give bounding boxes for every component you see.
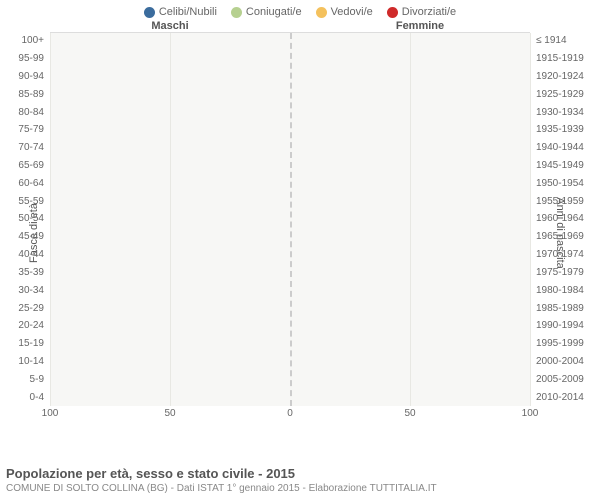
x-tick: 100 [522,408,539,419]
birth-label: ≤ 1914 [532,32,600,50]
birth-label: 1970-1974 [532,246,600,264]
birth-label: 1940-1944 [532,139,600,157]
x-tick: 50 [404,408,415,419]
gender-labels: Maschi Femmine [0,20,600,32]
chart-subtitle: COMUNE DI SOLTO COLLINA (BG) - Dati ISTA… [6,483,594,494]
population-pyramid: Fasce di età Anni di nascita 0-45-910-14… [0,32,600,434]
birth-label: 1925-1929 [532,85,600,103]
age-label: 75-79 [0,121,48,139]
pyramid-row [50,264,530,282]
legend-item: Celibi/Nubili [144,6,217,18]
male-label: Maschi [0,20,290,32]
legend-swatch [144,7,155,18]
bar-rows [50,33,530,406]
birth-label: 1980-1984 [532,281,600,299]
pyramid-row [50,228,530,246]
pyramid-row [50,282,530,300]
birth-label: 2000-2004 [532,353,600,371]
legend-swatch [316,7,327,18]
age-label: 15-19 [0,335,48,353]
age-label: 45-49 [0,228,48,246]
x-axis: 10050050100 [50,406,530,434]
pyramid-row [50,140,530,158]
plot-area [50,32,530,406]
pyramid-row [50,68,530,86]
legend-swatch [387,7,398,18]
pyramid-row [50,175,530,193]
pyramid-row [50,388,530,406]
age-label: 25-29 [0,299,48,317]
gridline [530,33,531,406]
pyramid-row [50,317,530,335]
age-label: 50-54 [0,210,48,228]
pyramid-row [50,193,530,211]
age-label: 10-14 [0,353,48,371]
birth-label: 1965-1969 [532,228,600,246]
pyramid-row [50,122,530,140]
legend: Celibi/Nubili Coniugati/e Vedovi/e Divorzia… [0,0,600,20]
birth-label: 1990-1994 [532,317,600,335]
age-labels: 0-45-910-1415-1920-2425-2930-3435-3940-4… [0,32,48,406]
gridline [50,33,51,406]
age-label: 35-39 [0,264,48,282]
birth-label: 2010-2014 [532,388,600,406]
age-label: 20-24 [0,317,48,335]
chart-title: Popolazione per età, sesso e stato civil… [6,466,594,481]
footer: Popolazione per età, sesso e stato civil… [6,466,594,494]
pyramid-row [50,353,530,371]
age-label: 100+ [0,32,48,50]
birth-label: 1935-1939 [532,121,600,139]
pyramid-row [50,211,530,229]
age-label: 90-94 [0,68,48,86]
pyramid-row [50,246,530,264]
gridline [410,33,411,406]
age-label: 40-44 [0,246,48,264]
pyramid-row [50,86,530,104]
age-label: 30-34 [0,281,48,299]
birth-label: 2005-2009 [532,370,600,388]
pyramid-row [50,33,530,51]
age-label: 5-9 [0,370,48,388]
birth-label: 1960-1964 [532,210,600,228]
age-label: 80-84 [0,103,48,121]
age-label: 70-74 [0,139,48,157]
legend-label: Celibi/Nubili [159,6,217,18]
pyramid-row [50,104,530,122]
birth-label: 1995-1999 [532,335,600,353]
x-tick: 50 [164,408,175,419]
age-label: 55-59 [0,192,48,210]
birth-label: 1985-1989 [532,299,600,317]
birth-label: 1950-1954 [532,174,600,192]
pyramid-row [50,157,530,175]
birth-label: 1930-1934 [532,103,600,121]
birth-label: 1920-1924 [532,68,600,86]
legend-item: Coniugati/e [231,6,302,18]
pyramid-row [50,51,530,69]
legend-item: Vedovi/e [316,6,373,18]
legend-label: Coniugati/e [246,6,302,18]
age-label: 65-69 [0,157,48,175]
birth-label: 1915-1919 [532,50,600,68]
gridline [170,33,171,406]
birth-label: 1975-1979 [532,264,600,282]
pyramid-row [50,335,530,353]
age-label: 60-64 [0,174,48,192]
age-label: 0-4 [0,388,48,406]
legend-label: Vedovi/e [331,6,373,18]
birth-label: 1945-1949 [532,157,600,175]
legend-label: Divorziati/e [402,6,456,18]
age-label: 95-99 [0,50,48,68]
x-tick: 100 [42,408,59,419]
legend-swatch [231,7,242,18]
x-tick: 0 [287,408,293,419]
birth-year-labels: 2010-20142005-20092000-20041995-19991990… [532,32,600,406]
legend-item: Divorziati/e [387,6,456,18]
birth-label: 1955-1959 [532,192,600,210]
age-label: 85-89 [0,85,48,103]
pyramid-row [50,370,530,388]
female-label: Femmine [290,20,600,32]
pyramid-row [50,299,530,317]
